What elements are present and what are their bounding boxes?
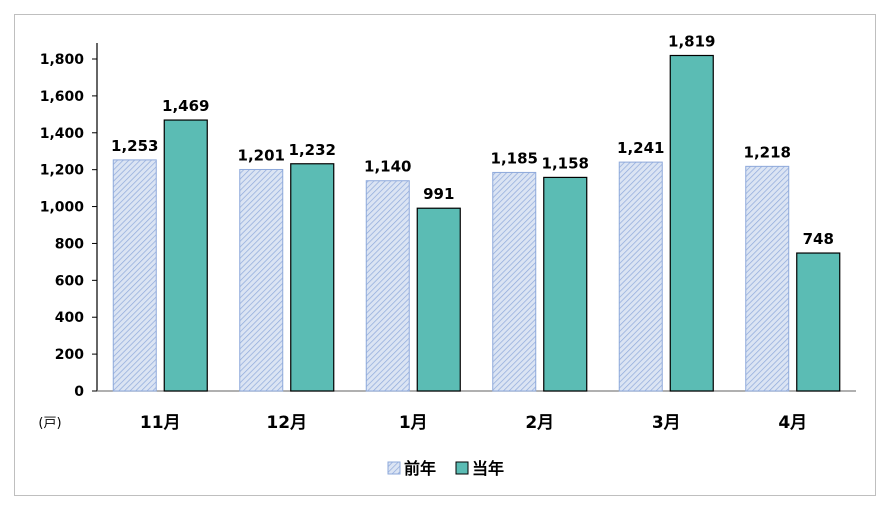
bars [112,54,841,392]
category-label: 4月 [778,413,807,433]
y-tick-label: 800 [55,236,84,252]
bar-current-year [796,252,841,392]
y-tick-labels: 0 200 400 600 800 1,000 1,200 1,400 1,600 1,800 [40,52,97,400]
bar-prev-year [239,168,284,392]
y-tick-label: 1,000 [40,200,85,216]
category-label: 12月 [266,413,307,433]
bar-current-year [416,207,461,392]
bar-prev-year [618,161,663,392]
category-labels: 11月 12月 1月 2月 3月 4月 [140,413,807,433]
data-label-current-year: 1,232 [289,141,336,159]
legend-label-current-year: 当年 [472,459,504,478]
data-label-prev-year: 1,241 [617,139,664,157]
data-label-current-year: 991 [423,185,454,203]
unit-label: (戸) [38,416,61,431]
bar-prev-year [112,159,157,392]
bar-current-year [290,163,335,392]
data-labels: 1,253 1,469 1,201 1,232 1,140 991 1,185 1,158 1,… [111,32,834,248]
data-label-current-year: 1,158 [542,154,589,172]
data-label-prev-year: 1,253 [111,137,158,155]
y-tick-label: 1,800 [40,52,85,68]
legend: 前年 当年 [387,459,504,478]
y-tick-label: 400 [55,310,84,326]
data-label-prev-year: 1,218 [744,143,791,161]
bar-prev-year [745,165,790,392]
y-tick-label: 200 [55,347,84,363]
y-tick-label: 0 [74,384,84,400]
y-tick-label: 600 [55,273,84,289]
bar-current-year [669,54,714,392]
bar-prev-year [365,180,410,392]
data-label-prev-year: 1,201 [238,146,285,164]
data-label-current-year: 748 [803,230,834,248]
data-label-current-year: 1,819 [668,32,715,50]
category-label: 1月 [399,413,428,433]
data-label-current-year: 1,469 [162,97,209,115]
category-label: 3月 [652,413,681,433]
y-tick-label: 1,600 [40,89,85,105]
legend-swatch-current-year [455,461,469,475]
bar-current-year [163,119,208,392]
category-label: 2月 [525,413,554,433]
legend-label-prev-year: 前年 [404,459,436,478]
y-tick-label: 1,200 [40,163,85,179]
bar-current-year [543,176,588,392]
bar-prev-year [492,171,537,392]
legend-swatch-prev-year [387,461,401,475]
data-label-prev-year: 1,185 [491,149,538,167]
data-label-prev-year: 1,140 [364,158,411,176]
category-label: 11月 [140,413,181,433]
y-tick-label: 1,400 [40,126,85,142]
